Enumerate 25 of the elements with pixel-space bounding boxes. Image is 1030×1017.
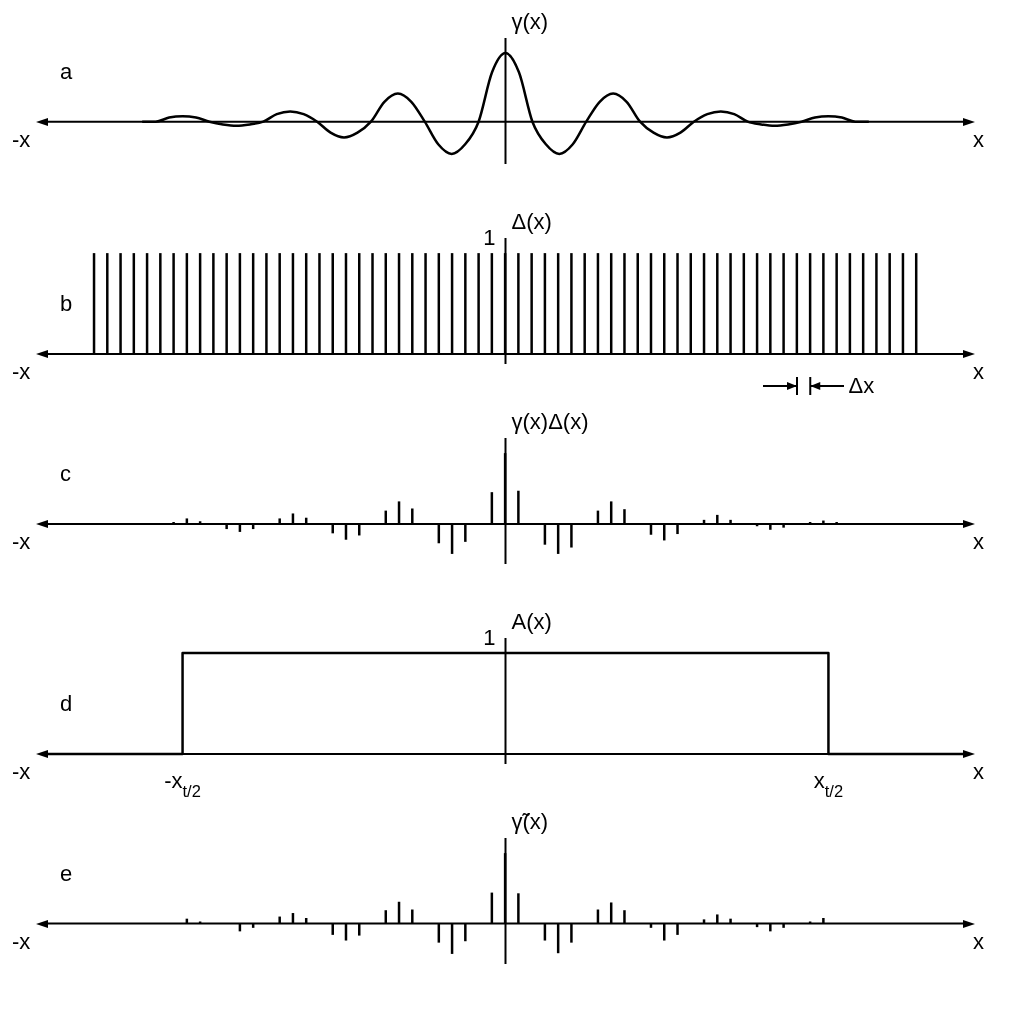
text: -x xyxy=(12,529,31,555)
y-axis-title: A(x) xyxy=(511,609,552,634)
text: Δx xyxy=(848,372,875,398)
x-axis-title: x xyxy=(973,358,984,384)
chart-title: e xyxy=(60,860,73,886)
x-axis-title: x xyxy=(973,928,984,954)
x-axis-title: x xyxy=(973,529,984,555)
y-axis-title: Δ(x) xyxy=(511,209,552,234)
chart-title: c xyxy=(60,461,71,487)
text: -x xyxy=(12,358,31,384)
chart-title: a xyxy=(60,58,73,84)
x-axis-title: x xyxy=(973,126,984,152)
y-axis-title: γ(x) xyxy=(511,9,549,34)
text: d xyxy=(60,690,73,716)
y-axis-title: γ(x)Δ(x) xyxy=(511,409,589,434)
y-axis-title: γ̃(x) xyxy=(511,809,549,834)
text: -x xyxy=(12,126,31,152)
annotation: 1 xyxy=(479,625,496,651)
text: b xyxy=(60,290,73,316)
text: -x xyxy=(12,758,31,784)
x-axis-title: x xyxy=(973,758,984,784)
text: -x xyxy=(12,928,31,954)
x-tick-label: -x$_{t/2}$ xyxy=(164,768,201,800)
x-tick-label: x$_{t/2}$ xyxy=(813,768,844,800)
annotation: 1 xyxy=(479,225,496,251)
